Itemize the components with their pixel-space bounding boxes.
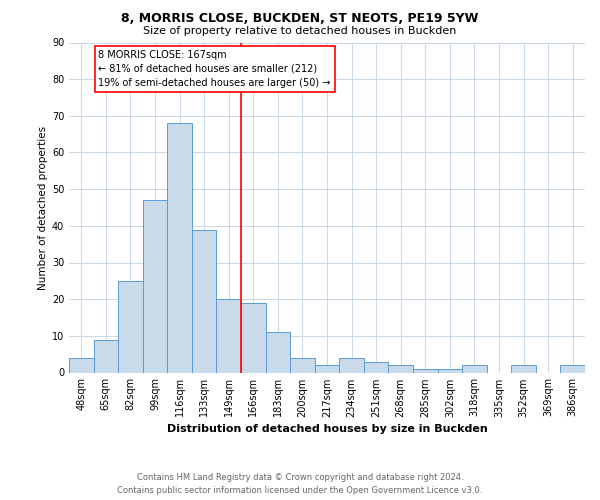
Bar: [290, 358, 315, 372]
Bar: [339, 358, 364, 372]
Y-axis label: Number of detached properties: Number of detached properties: [38, 126, 47, 290]
Bar: [143, 200, 167, 372]
Bar: [413, 369, 437, 372]
Bar: [118, 281, 143, 372]
Bar: [462, 365, 487, 372]
Bar: [69, 358, 94, 372]
Bar: [315, 365, 339, 372]
Bar: [511, 365, 536, 372]
Bar: [94, 340, 118, 372]
Bar: [192, 230, 217, 372]
X-axis label: Distribution of detached houses by size in Buckden: Distribution of detached houses by size …: [167, 424, 487, 434]
Bar: [560, 365, 585, 372]
Text: Contains HM Land Registry data © Crown copyright and database right 2024.
Contai: Contains HM Land Registry data © Crown c…: [118, 474, 482, 495]
Text: Size of property relative to detached houses in Buckden: Size of property relative to detached ho…: [143, 26, 457, 36]
Text: 8, MORRIS CLOSE, BUCKDEN, ST NEOTS, PE19 5YW: 8, MORRIS CLOSE, BUCKDEN, ST NEOTS, PE19…: [121, 12, 479, 26]
Bar: [241, 303, 266, 372]
Text: 8 MORRIS CLOSE: 167sqm
← 81% of detached houses are smaller (212)
19% of semi-de: 8 MORRIS CLOSE: 167sqm ← 81% of detached…: [98, 50, 331, 88]
Bar: [167, 123, 192, 372]
Bar: [437, 369, 462, 372]
Bar: [217, 299, 241, 372]
Bar: [388, 365, 413, 372]
Bar: [364, 362, 388, 372]
Bar: [266, 332, 290, 372]
